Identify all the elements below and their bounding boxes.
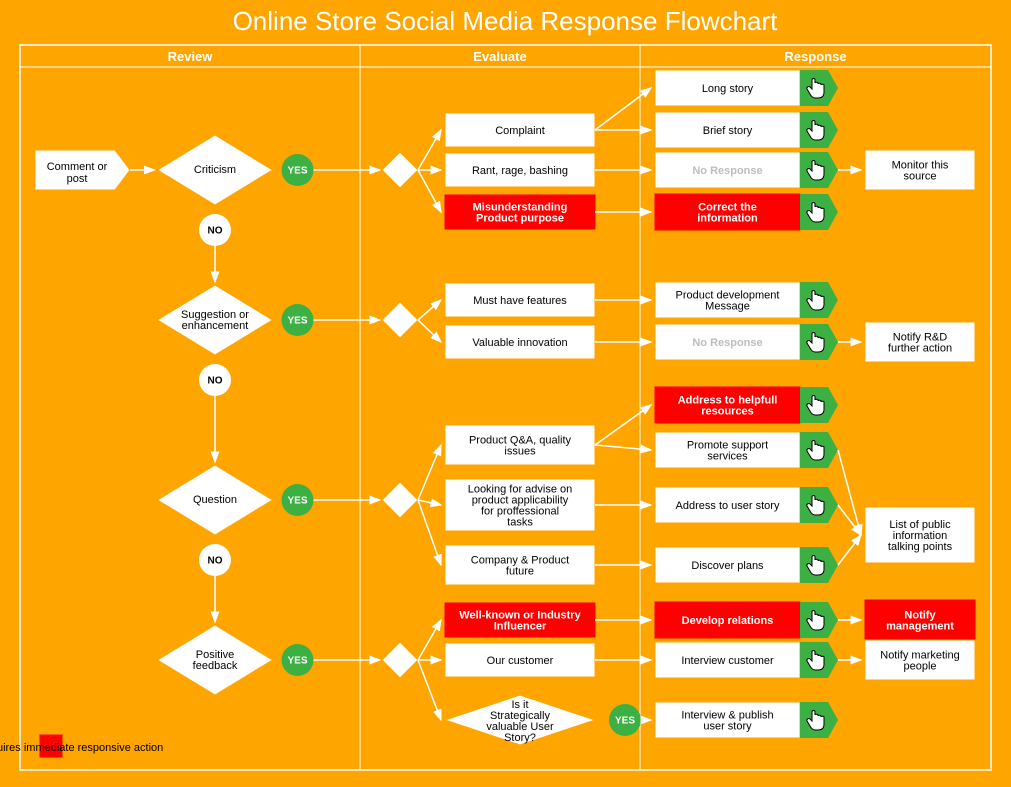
svg-text:Valuable innovation: Valuable innovation <box>472 337 567 349</box>
svg-text:NO: NO <box>208 376 223 387</box>
svg-text:Question: Question <box>193 494 237 506</box>
svg-text:Complaint: Complaint <box>495 125 545 137</box>
svg-text:management: management <box>886 620 954 632</box>
svg-text:Criticism: Criticism <box>194 164 236 176</box>
svg-text:user story: user story <box>703 720 752 732</box>
svg-text:resources: resources <box>701 405 754 417</box>
svg-text:Product purpose: Product purpose <box>476 212 564 224</box>
svg-text:Must have features: Must have features <box>473 295 567 307</box>
svg-text:Long story: Long story <box>702 83 754 95</box>
svg-text:future: future <box>506 565 534 577</box>
svg-text:YES: YES <box>615 716 635 727</box>
svg-text:YES: YES <box>287 166 307 177</box>
svg-text:YES: YES <box>287 496 307 507</box>
svg-text:No Response: No Response <box>692 165 762 177</box>
svg-text:Develop relations: Develop relations <box>682 615 774 627</box>
svg-text:services: services <box>707 450 748 462</box>
svg-text:Brief story: Brief story <box>703 125 753 137</box>
svg-text:Online Store Social Media Resp: Online Store Social Media Response Flowc… <box>233 6 779 36</box>
svg-text:issues: issues <box>504 445 536 457</box>
svg-text:Story?: Story? <box>504 732 536 744</box>
svg-text:Discover plans: Discover plans <box>691 560 764 572</box>
svg-text:enhancement: enhancement <box>182 320 249 332</box>
svg-text:YES: YES <box>287 656 307 667</box>
svg-text:NO: NO <box>208 226 223 237</box>
svg-text:talking points: talking points <box>888 541 953 553</box>
svg-text:Rant, rage, bashing: Rant, rage, bashing <box>472 165 568 177</box>
svg-text:Evaluate: Evaluate <box>473 49 526 64</box>
svg-text:Message: Message <box>705 300 750 312</box>
svg-text:Interview customer: Interview customer <box>681 655 774 667</box>
svg-text:people: people <box>903 660 936 672</box>
svg-text:Response: Response <box>784 49 846 64</box>
svg-text:source: source <box>903 170 936 182</box>
svg-text:tasks: tasks <box>507 516 533 528</box>
svg-text:NO: NO <box>208 556 223 567</box>
svg-text:YES: YES <box>287 316 307 327</box>
svg-text:Requires immediate responsive: Requires immediate responsive action <box>0 742 163 754</box>
svg-text:post: post <box>67 173 88 185</box>
svg-text:Review: Review <box>168 49 214 64</box>
svg-text:feedback: feedback <box>193 660 238 672</box>
svg-text:Our customer: Our customer <box>487 655 554 667</box>
svg-text:Address to user story: Address to user story <box>676 500 780 512</box>
svg-text:further action: further action <box>888 342 952 354</box>
svg-text:Influencer: Influencer <box>494 620 547 632</box>
svg-text:Comment or: Comment or <box>47 161 108 173</box>
svg-text:No Response: No Response <box>692 337 762 349</box>
svg-text:information: information <box>697 212 758 224</box>
